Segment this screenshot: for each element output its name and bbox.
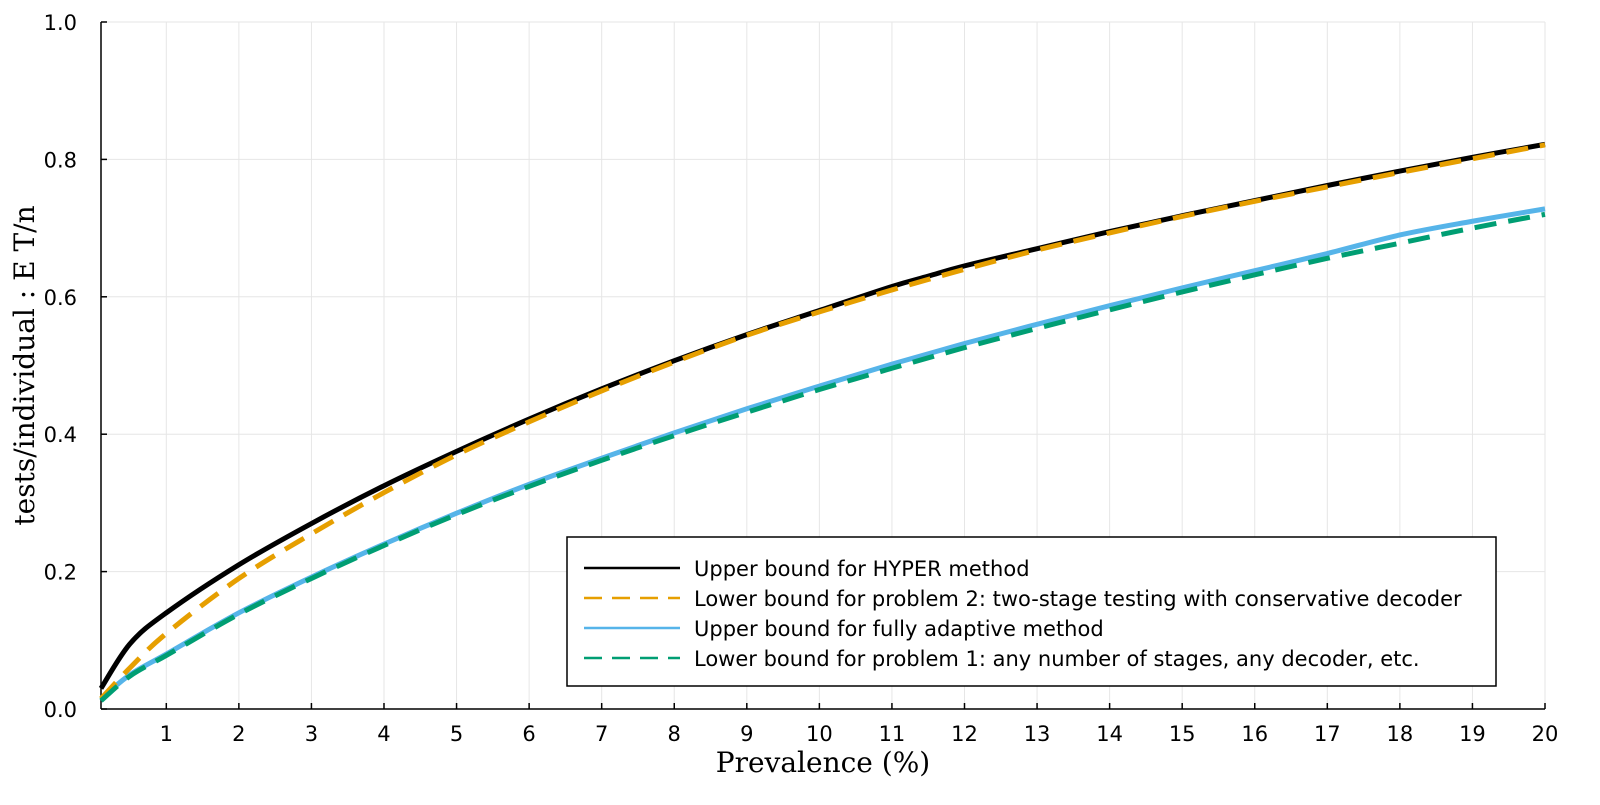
- y-tick-label: 0.8: [44, 148, 77, 172]
- x-tick-label: 16: [1241, 722, 1268, 746]
- x-tick-label: 11: [879, 722, 906, 746]
- y-axis-title: tests/individual : E T/n: [8, 205, 41, 525]
- legend: Upper bound for HYPER method Lower bound …: [566, 536, 1497, 687]
- x-tick-label: 7: [595, 722, 608, 746]
- legend-label: Upper bound for fully adaptive method: [694, 617, 1104, 641]
- x-tick-label: 12: [951, 722, 978, 746]
- axes: 1 2 3 4 5 6 7 8 9 10 11 12 13 14 15 16 17 18 19 200.00.20.4…: [44, 11, 1559, 746]
- x-tick-label: 4: [377, 722, 390, 746]
- x-tick-label: 15: [1169, 722, 1196, 746]
- x-tick-label: 5: [450, 722, 463, 746]
- x-tick-label: 8: [668, 722, 681, 746]
- legend-box: [566, 536, 1497, 687]
- x-tick-label: 3: [305, 722, 318, 746]
- y-tick-label: 0.4: [44, 423, 77, 447]
- x-tick-label: 6: [522, 722, 535, 746]
- x-tick-label: 19: [1459, 722, 1486, 746]
- y-tick-label: 1.0: [44, 11, 77, 35]
- x-tick-label: 2: [232, 722, 245, 746]
- x-tick-label: 9: [740, 722, 753, 746]
- x-tick-label: 17: [1314, 722, 1341, 746]
- x-tick-label: 18: [1387, 722, 1414, 746]
- legend-label: Lower bound for problem 1: any number of…: [694, 647, 1420, 671]
- x-tick-label: 14: [1096, 722, 1123, 746]
- legend-label: Upper bound for HYPER method: [694, 557, 1030, 581]
- series-lines: [98, 141, 1546, 703]
- x-tick-label: 20: [1532, 722, 1559, 746]
- x-axis-title: Prevalence (%): [716, 746, 930, 779]
- y-tick-label: 0.0: [44, 698, 77, 722]
- y-tick-label: 0.6: [44, 286, 77, 310]
- x-tick-label: 13: [1024, 722, 1051, 746]
- y-tick-label: 0.2: [44, 561, 77, 585]
- problem2-lower-bound-line: [99, 142, 1546, 701]
- problem1-lower-bound-line: [99, 211, 1546, 703]
- x-tick-label: 10: [806, 722, 833, 746]
- x-tick-label: 1: [160, 722, 173, 746]
- legend-label: Lower bound for problem 2: two-stage tes…: [694, 587, 1462, 611]
